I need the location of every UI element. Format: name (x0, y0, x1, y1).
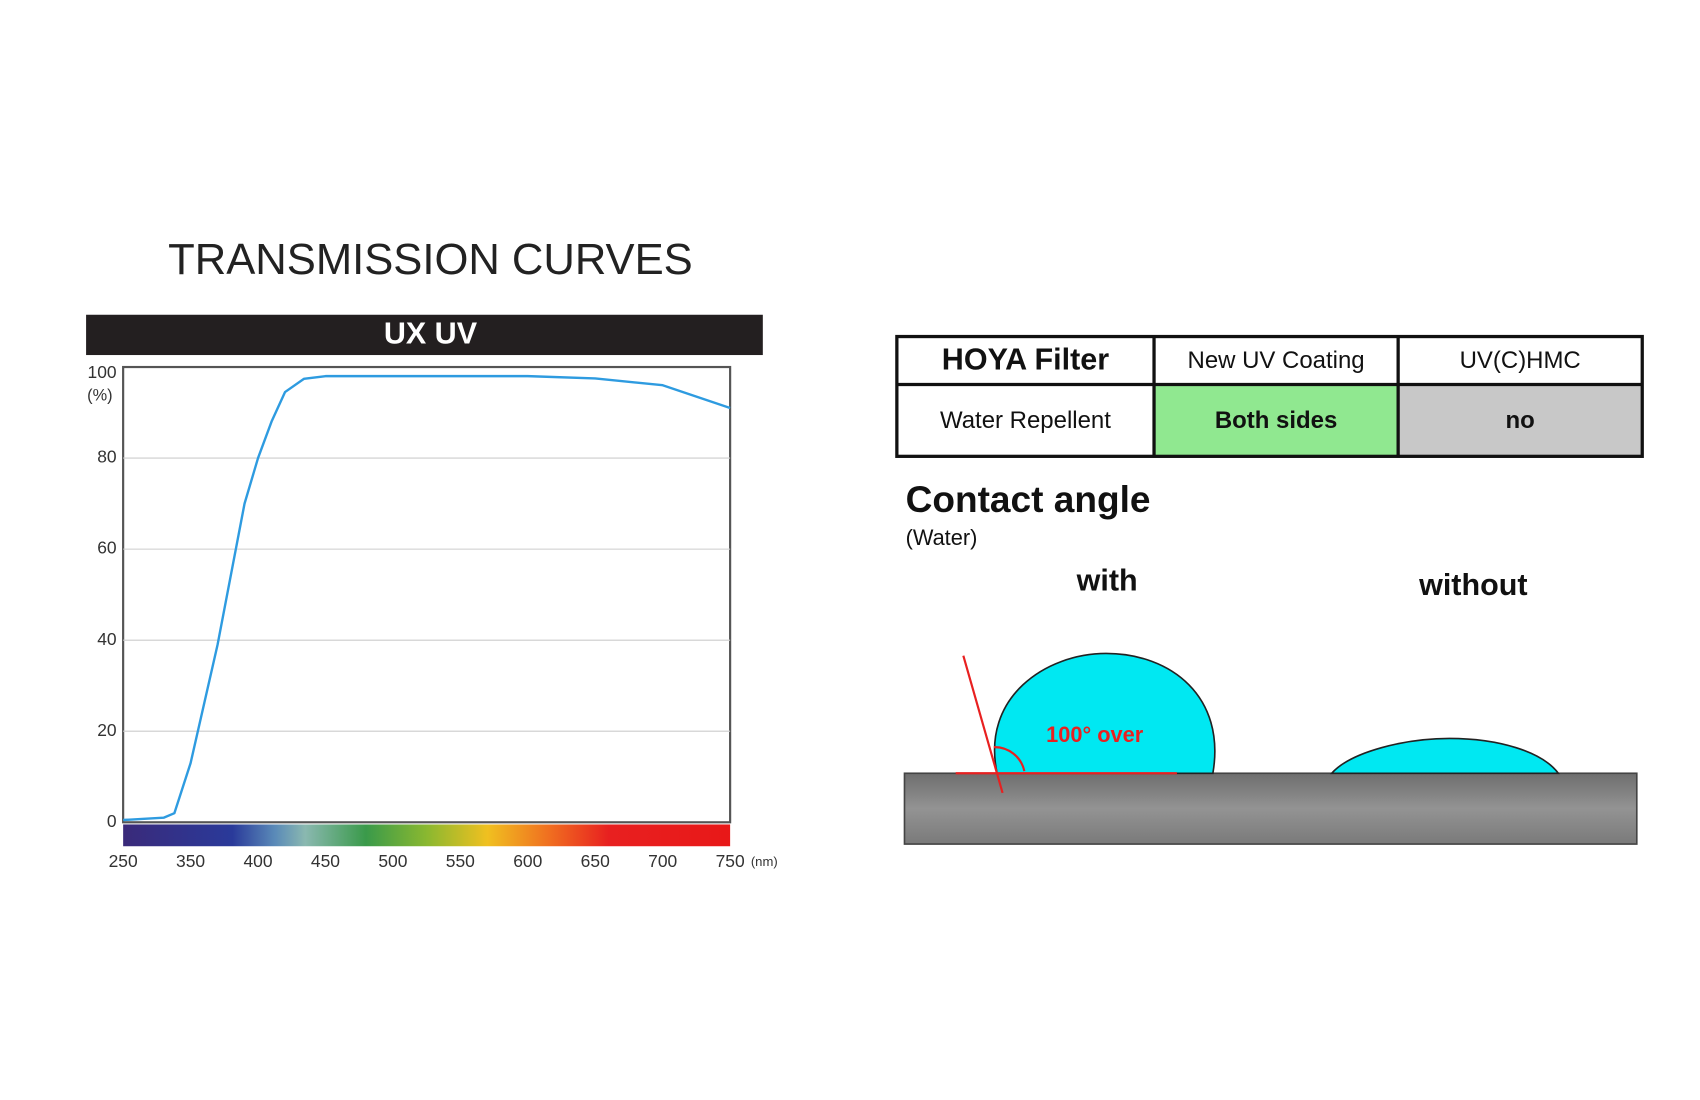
plot-frame (122, 365, 732, 824)
table-header: HOYA Filter (942, 343, 1109, 377)
tangent-line (962, 655, 1004, 794)
y-tick-label: 40 (97, 629, 117, 649)
x-tick-label: 350 (176, 851, 205, 871)
table-header: UV(C)HMC (1460, 347, 1581, 374)
x-tick-label: 400 (243, 851, 272, 871)
contact-panel: HOYA Filter New UV Coating UV(C)HMC Wate… (895, 334, 1644, 845)
y-axis-label: (%) (87, 387, 112, 405)
surface (903, 772, 1638, 845)
y-tick-label: 80 (97, 447, 117, 467)
y-tick-label: 100 (88, 362, 117, 382)
table-frame (895, 334, 1644, 458)
x-tick-label: 500 (378, 851, 407, 871)
cell-bg (1154, 384, 1399, 457)
water-drop (1329, 737, 1560, 775)
transmission-line (123, 374, 731, 822)
x-tick-label: 650 (581, 851, 610, 871)
y-tick-label: 60 (97, 538, 117, 558)
spectrum-bar (123, 824, 731, 847)
x-tick-label: 550 (446, 851, 475, 871)
angle-label: 100° over (1046, 722, 1144, 747)
chart-subtitle: UX UV (384, 317, 478, 351)
y-tick-label: 20 (97, 720, 117, 740)
y-tick-label: 0 (107, 811, 117, 831)
x-tick-label: 450 (311, 851, 340, 871)
without-label: without (1418, 568, 1527, 602)
cell-bg (1398, 384, 1643, 457)
table-header: New UV Coating (1188, 347, 1365, 374)
table-cell: Water Repellent (940, 407, 1111, 434)
diagram-subtitle: (Water) (906, 525, 978, 550)
subtitle-bar (86, 314, 763, 356)
table-cell: no (1506, 407, 1535, 434)
x-tick-label: 250 (109, 851, 138, 871)
x-tick-label: 700 (648, 851, 677, 871)
x-tick-label: 600 (513, 851, 542, 871)
table-cell: Both sides (1215, 407, 1337, 434)
x-tick-label: 750 (716, 851, 745, 871)
water-drop (993, 652, 1216, 775)
x-axis-label: (nm) (751, 854, 778, 869)
transmission-chart: TRANSMISSION CURVES UX UV (%) (nm) 0 20 40… (86, 236, 778, 871)
with-label: with (1076, 564, 1138, 598)
angle-arc (993, 746, 1026, 772)
chart-title: TRANSMISSION CURVES (168, 236, 693, 284)
diagram-title: Contact angle (906, 478, 1151, 520)
